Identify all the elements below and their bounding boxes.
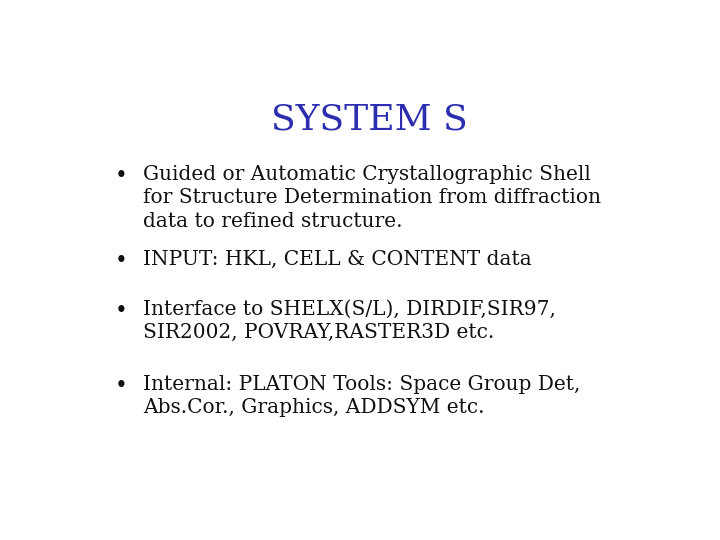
Text: •: •	[114, 250, 127, 272]
Text: •: •	[114, 300, 127, 322]
Text: Guided or Automatic Crystallographic Shell
for Structure Determination from diff: Guided or Automatic Crystallographic She…	[143, 165, 601, 231]
Text: SYSTEM S: SYSTEM S	[271, 102, 467, 136]
Text: INPUT: HKL, CELL & CONTENT data: INPUT: HKL, CELL & CONTENT data	[143, 250, 532, 269]
Text: •: •	[114, 165, 127, 187]
Text: •: •	[114, 375, 127, 396]
Text: Interface to SHELX(S/L), DIRDIF,SIR97,
SIR2002, POVRAY,RASTER3D etc.: Interface to SHELX(S/L), DIRDIF,SIR97, S…	[143, 300, 556, 342]
Text: Internal: PLATON Tools: Space Group Det,
Abs.Cor., Graphics, ADDSYM etc.: Internal: PLATON Tools: Space Group Det,…	[143, 375, 580, 417]
